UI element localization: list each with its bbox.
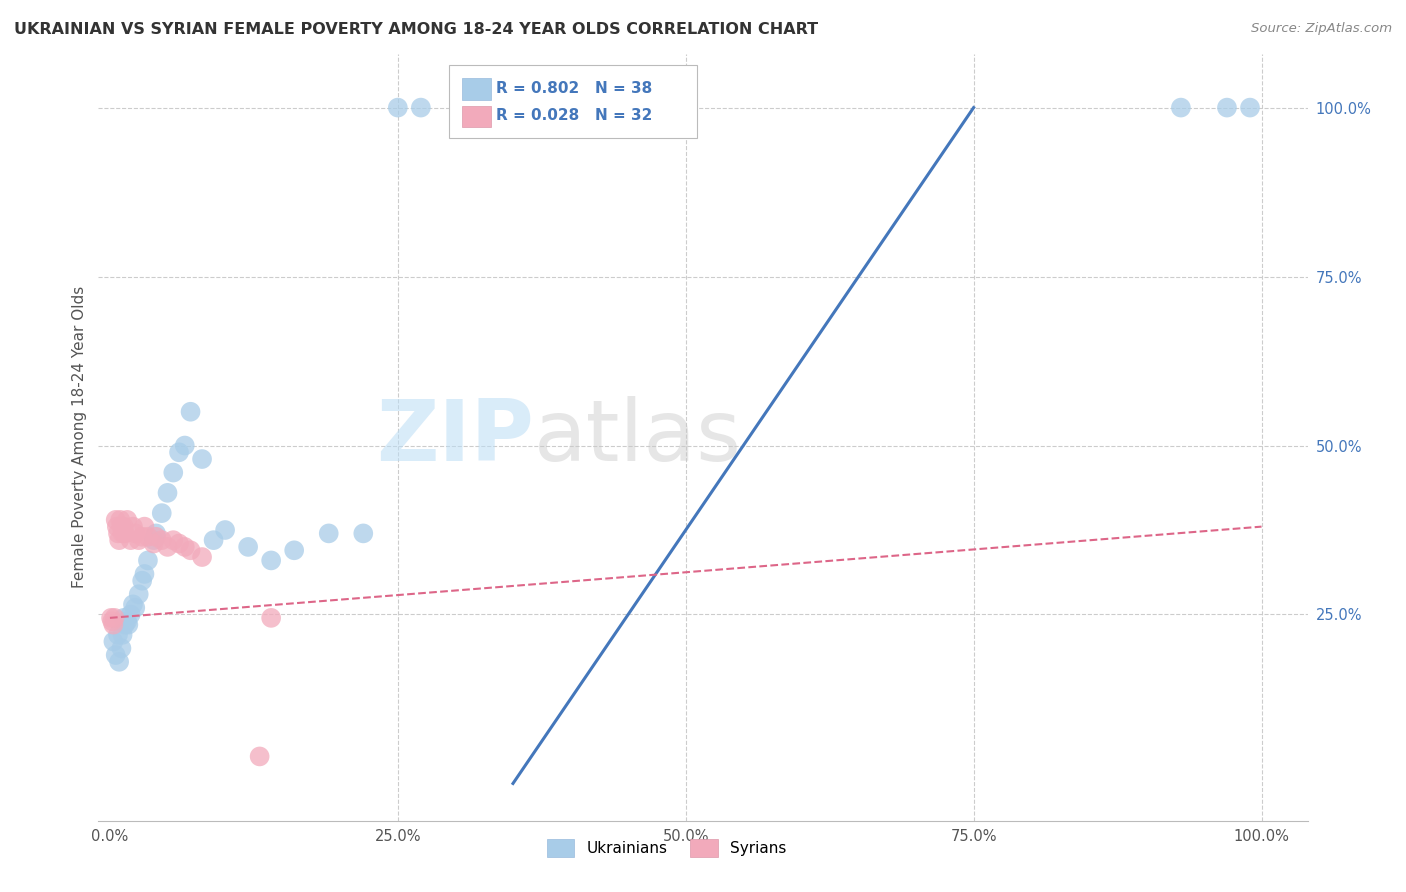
Point bbox=[101, 614, 124, 628]
Point bbox=[191, 549, 214, 564]
Point bbox=[120, 607, 142, 622]
Point bbox=[145, 526, 167, 541]
Text: R = 0.028   N = 32: R = 0.028 N = 32 bbox=[496, 108, 652, 123]
Point bbox=[117, 617, 139, 632]
Point bbox=[260, 553, 283, 567]
Text: UKRAINIAN VS SYRIAN FEMALE POVERTY AMONG 18-24 YEAR OLDS CORRELATION CHART: UKRAINIAN VS SYRIAN FEMALE POVERTY AMONG… bbox=[14, 22, 818, 37]
Point bbox=[104, 513, 127, 527]
Point bbox=[409, 101, 432, 115]
Point bbox=[1239, 101, 1261, 115]
Point bbox=[111, 526, 134, 541]
Point bbox=[142, 533, 165, 548]
Point bbox=[283, 543, 305, 558]
Point bbox=[318, 526, 340, 541]
Point bbox=[105, 519, 128, 533]
Point bbox=[104, 648, 127, 662]
Text: Source: ZipAtlas.com: Source: ZipAtlas.com bbox=[1251, 22, 1392, 36]
Point bbox=[103, 634, 125, 648]
Text: ZIP: ZIP bbox=[375, 395, 534, 479]
Point bbox=[150, 506, 173, 520]
Point bbox=[111, 628, 134, 642]
Point bbox=[124, 526, 146, 541]
Point bbox=[180, 405, 202, 419]
Point bbox=[100, 611, 122, 625]
Point bbox=[260, 611, 283, 625]
Point bbox=[108, 533, 131, 548]
Point bbox=[236, 540, 259, 554]
Point bbox=[191, 452, 214, 467]
Point bbox=[131, 574, 153, 588]
Point bbox=[115, 513, 138, 527]
Point bbox=[112, 611, 135, 625]
Point bbox=[103, 617, 125, 632]
Point bbox=[136, 553, 159, 567]
Point bbox=[114, 617, 136, 632]
FancyBboxPatch shape bbox=[449, 65, 697, 138]
FancyBboxPatch shape bbox=[463, 105, 492, 128]
Point bbox=[115, 614, 138, 628]
Point bbox=[202, 533, 225, 548]
Point bbox=[124, 600, 146, 615]
Point bbox=[173, 438, 195, 452]
FancyBboxPatch shape bbox=[463, 78, 492, 100]
Point bbox=[150, 533, 173, 548]
Point bbox=[110, 519, 132, 533]
Point bbox=[103, 611, 125, 625]
Point bbox=[128, 533, 150, 548]
Point bbox=[122, 519, 145, 533]
Point bbox=[134, 519, 156, 533]
Point bbox=[162, 466, 184, 480]
Legend: Ukrainians, Syrians: Ukrainians, Syrians bbox=[541, 833, 793, 863]
Text: atlas: atlas bbox=[534, 395, 742, 479]
Point bbox=[122, 598, 145, 612]
Point bbox=[131, 530, 153, 544]
Point bbox=[249, 749, 271, 764]
Point bbox=[387, 101, 409, 115]
Point bbox=[114, 526, 136, 541]
Point bbox=[173, 540, 195, 554]
Point bbox=[1216, 101, 1239, 115]
Point bbox=[167, 536, 190, 550]
Point bbox=[352, 526, 374, 541]
Point bbox=[214, 523, 236, 537]
Text: R = 0.802   N = 38: R = 0.802 N = 38 bbox=[496, 80, 652, 95]
Point bbox=[107, 526, 129, 541]
Point bbox=[134, 566, 156, 581]
Point bbox=[108, 655, 131, 669]
Point bbox=[167, 445, 190, 459]
Point bbox=[136, 530, 159, 544]
Point bbox=[112, 519, 135, 533]
Point bbox=[1170, 101, 1192, 115]
Point bbox=[110, 641, 132, 656]
Point bbox=[180, 543, 202, 558]
Point bbox=[156, 540, 179, 554]
Point bbox=[162, 533, 184, 548]
Point bbox=[156, 486, 179, 500]
Point bbox=[120, 533, 142, 548]
Point bbox=[145, 530, 167, 544]
Point bbox=[128, 587, 150, 601]
Point bbox=[107, 628, 129, 642]
Y-axis label: Female Poverty Among 18-24 Year Olds: Female Poverty Among 18-24 Year Olds bbox=[72, 286, 87, 588]
Point bbox=[142, 536, 165, 550]
Point bbox=[110, 513, 132, 527]
